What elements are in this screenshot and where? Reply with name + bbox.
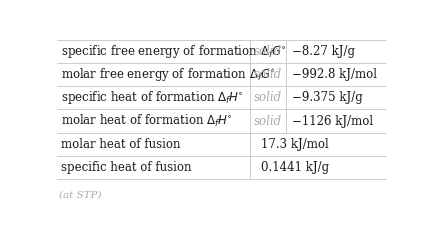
Text: (at STP): (at STP) [59, 191, 102, 199]
Text: specific heat of fusion: specific heat of fusion [61, 161, 191, 174]
Text: solid: solid [254, 45, 282, 58]
Text: specific free energy of formation $\Delta_{f}$$\mathit{G}$$^{\circ}$: specific free energy of formation $\Delt… [61, 43, 286, 60]
Text: solid: solid [254, 91, 282, 104]
Text: −8.27 kJ/g: −8.27 kJ/g [292, 45, 355, 58]
Text: molar free energy of formation $\Delta_{f}$$\mathit{G}$$^{\circ}$: molar free energy of formation $\Delta_{… [61, 66, 275, 83]
Text: −992.8 kJ/mol: −992.8 kJ/mol [292, 68, 378, 81]
Text: molar heat of fusion: molar heat of fusion [61, 138, 180, 151]
Text: specific heat of formation $\Delta_{f}$$\mathit{H}$$^{\circ}$: specific heat of formation $\Delta_{f}$$… [61, 89, 243, 106]
Text: solid: solid [254, 114, 282, 128]
Text: 0.1441 kJ/g: 0.1441 kJ/g [261, 161, 329, 174]
Text: solid: solid [254, 68, 282, 81]
Text: 17.3 kJ/mol: 17.3 kJ/mol [261, 138, 328, 151]
Text: −9.375 kJ/g: −9.375 kJ/g [292, 91, 363, 104]
Text: molar heat of formation $\Delta_{f}$$\mathit{H}$$^{\circ}$: molar heat of formation $\Delta_{f}$$\ma… [61, 113, 233, 129]
Text: −1126 kJ/mol: −1126 kJ/mol [292, 114, 374, 128]
